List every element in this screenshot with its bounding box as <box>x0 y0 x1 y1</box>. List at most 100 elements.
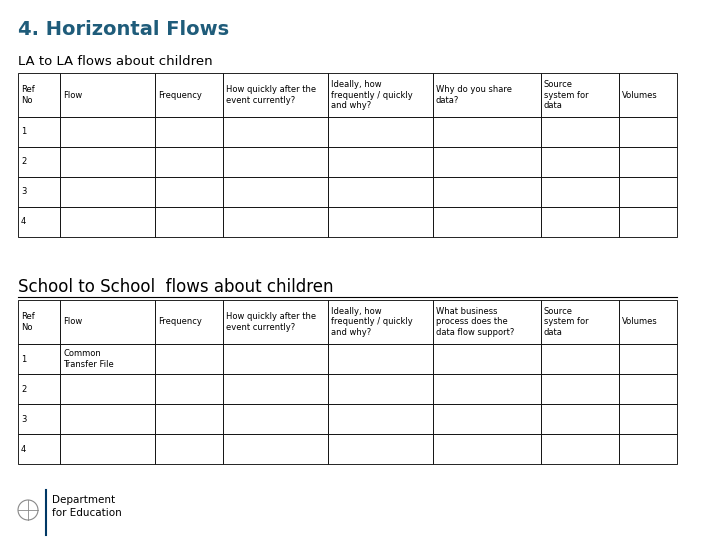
Bar <box>541 73 619 117</box>
Text: Volumes: Volumes <box>622 91 658 99</box>
Bar <box>619 404 677 434</box>
Bar <box>433 374 541 404</box>
Bar <box>433 117 541 147</box>
Bar <box>18 147 60 177</box>
Bar <box>155 177 223 207</box>
Text: Common
Transfer File: Common Transfer File <box>63 349 114 369</box>
Bar <box>328 177 433 207</box>
Bar <box>433 147 541 177</box>
Bar <box>619 300 677 344</box>
Bar <box>328 300 433 344</box>
Bar <box>223 404 328 434</box>
Text: Ideally, how
frequently / quickly
and why?: Ideally, how frequently / quickly and wh… <box>331 80 413 110</box>
Bar <box>60 117 155 147</box>
Bar <box>541 404 619 434</box>
Bar <box>155 374 223 404</box>
Bar <box>60 177 155 207</box>
Bar <box>155 207 223 237</box>
Bar <box>223 147 328 177</box>
Bar <box>433 177 541 207</box>
Text: Flow: Flow <box>63 91 82 99</box>
Text: 1: 1 <box>21 127 26 137</box>
Text: How quickly after the
event currently?: How quickly after the event currently? <box>226 85 316 105</box>
Bar <box>619 147 677 177</box>
Bar <box>223 177 328 207</box>
Bar <box>223 374 328 404</box>
Bar <box>328 404 433 434</box>
Bar <box>223 73 328 117</box>
Bar <box>619 344 677 374</box>
Text: What business
process does the
data flow support?: What business process does the data flow… <box>436 307 514 337</box>
Bar <box>433 73 541 117</box>
Text: Frequency: Frequency <box>158 318 202 327</box>
Bar <box>60 344 155 374</box>
Text: 4. Horizontal Flows: 4. Horizontal Flows <box>18 20 229 39</box>
Bar <box>18 207 60 237</box>
Text: Flow: Flow <box>63 318 82 327</box>
Bar <box>60 404 155 434</box>
Bar <box>223 117 328 147</box>
Text: School to School  flows about children: School to School flows about children <box>18 278 333 296</box>
Text: 4: 4 <box>21 218 26 226</box>
Bar <box>619 73 677 117</box>
Bar <box>155 434 223 464</box>
Bar <box>328 374 433 404</box>
Text: Frequency: Frequency <box>158 91 202 99</box>
Bar <box>18 404 60 434</box>
Text: Volumes: Volumes <box>622 318 658 327</box>
Text: Ideally, how
frequently / quickly
and why?: Ideally, how frequently / quickly and wh… <box>331 307 413 337</box>
Bar <box>155 344 223 374</box>
Bar <box>541 207 619 237</box>
Text: 2: 2 <box>21 384 26 394</box>
Bar <box>433 300 541 344</box>
Text: Source
system for
data: Source system for data <box>544 307 589 337</box>
Bar <box>328 207 433 237</box>
Bar <box>18 374 60 404</box>
Text: 3: 3 <box>21 187 27 197</box>
Bar <box>155 300 223 344</box>
Bar <box>619 434 677 464</box>
Bar <box>60 374 155 404</box>
Bar <box>541 374 619 404</box>
Text: Ref
No: Ref No <box>21 312 35 332</box>
Bar <box>619 374 677 404</box>
Bar <box>541 344 619 374</box>
Text: 1: 1 <box>21 354 26 363</box>
Bar <box>18 300 60 344</box>
Bar <box>60 73 155 117</box>
Bar <box>223 434 328 464</box>
Text: Source
system for
data: Source system for data <box>544 80 589 110</box>
Text: LA to LA flows about children: LA to LA flows about children <box>18 55 212 68</box>
Bar <box>223 207 328 237</box>
Text: 3: 3 <box>21 415 27 423</box>
Bar <box>328 147 433 177</box>
Bar <box>433 344 541 374</box>
Text: Why do you share
data?: Why do you share data? <box>436 85 512 105</box>
Bar <box>223 300 328 344</box>
Bar <box>155 147 223 177</box>
Bar <box>18 434 60 464</box>
Bar <box>155 73 223 117</box>
Bar <box>155 404 223 434</box>
Text: 2: 2 <box>21 158 26 166</box>
Bar <box>60 300 155 344</box>
Bar <box>619 117 677 147</box>
Bar <box>328 117 433 147</box>
Text: How quickly after the
event currently?: How quickly after the event currently? <box>226 312 316 332</box>
Bar <box>60 207 155 237</box>
Text: Department
for Education: Department for Education <box>52 495 122 518</box>
Bar <box>328 73 433 117</box>
Bar <box>541 117 619 147</box>
Bar <box>541 177 619 207</box>
Bar <box>18 344 60 374</box>
Bar <box>18 117 60 147</box>
Bar <box>60 434 155 464</box>
Bar <box>18 177 60 207</box>
Bar <box>223 344 328 374</box>
Bar <box>18 73 60 117</box>
Text: 4: 4 <box>21 444 26 454</box>
Bar <box>328 344 433 374</box>
Bar <box>60 147 155 177</box>
Bar <box>619 177 677 207</box>
Bar <box>541 300 619 344</box>
